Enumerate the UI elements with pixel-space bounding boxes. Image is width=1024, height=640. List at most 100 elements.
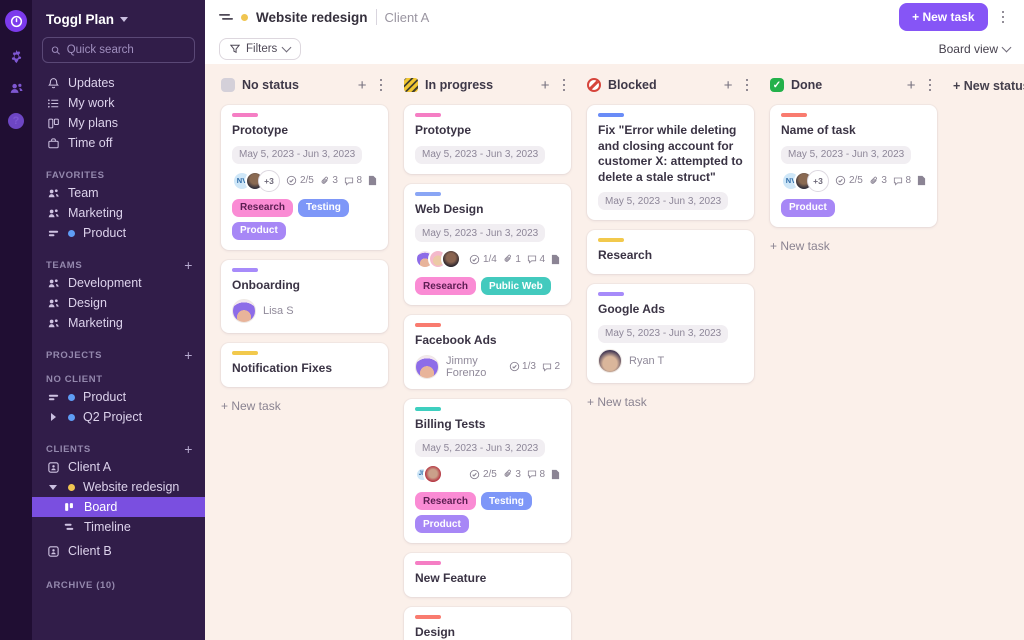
sidebar-item-label: Marketing [68,206,123,220]
add-card-button[interactable]: + [357,76,367,94]
column-menu-icon[interactable] [740,75,755,96]
sidebar-item-label: Client B [68,544,112,558]
sidebar-item-q2-project[interactable]: Q2 Project [32,407,205,427]
assignee-name: Ryan T [629,354,665,367]
task-card[interactable]: Web Design May 5, 2023 - Jun 3, 2023 1/4… [404,183,571,306]
chat-icon [893,177,903,186]
sidebar-item-website-redesign[interactable]: Website redesign [32,477,205,497]
add-project-button[interactable]: + [184,347,193,363]
task-meta: 2/5 3 8 [286,175,377,186]
add-card-button[interactable]: + [906,76,916,94]
members-icon[interactable] [9,81,24,96]
task-color-bar [415,191,441,196]
search-input[interactable] [66,44,186,56]
filters-button[interactable]: Filters [219,38,302,60]
task-card[interactable]: Name of task May 5, 2023 - Jun 3, 2023 N… [770,105,937,227]
new-task-button[interactable]: + New task [899,3,988,31]
tag: Testing [298,198,349,217]
chevron-right-icon [46,413,60,421]
avatar [441,249,461,270]
sidebar-item-product-fav[interactable]: Product [32,223,205,243]
add-card-button[interactable]: + [723,76,733,94]
column-name: Blocked [608,78,657,92]
sidebar-item-label: Design [68,296,107,310]
assignee-row: Ryan T [598,348,743,373]
sidebar-item-my-plans[interactable]: My plans [32,113,205,133]
sidebar-item-board[interactable]: Board [32,497,205,517]
new-task-link[interactable]: + New task [770,238,830,253]
paperclip-icon [504,254,511,262]
notes-meta [551,469,560,480]
board-icon [62,501,76,513]
new-status-button[interactable]: + New status [953,79,1024,93]
check-circle-icon [470,254,480,264]
task-card[interactable]: Research [587,230,754,274]
sidebar-item-client-b[interactable]: Client B [32,541,205,561]
help-icon[interactable]: ? [8,113,24,129]
sidebar-item-updates[interactable]: Updates [32,73,205,93]
board-lines-icon[interactable] [219,11,233,23]
column-header: Blocked + [587,74,754,96]
tag-list: Research Testing Product [415,492,560,534]
settings-gear-icon[interactable] [9,49,24,64]
add-client-button[interactable]: + [184,441,193,457]
sidebar-item-label: Development [68,276,142,290]
sidebar-item-label: Marketing [68,316,123,330]
task-color-bar [598,291,624,296]
project-title: Website redesign [256,9,368,25]
sidebar-item-team[interactable]: Team [32,183,205,203]
task-card[interactable]: Google Ads May 5, 2023 - Jun 3, 2023 Rya… [587,283,754,383]
bell-icon [46,77,60,90]
paperclip-icon [870,176,877,184]
task-title: Facebook Ads [415,333,497,348]
sidebar-item-label: My work [68,96,115,110]
task-title: Billing Tests [415,416,486,431]
task-card[interactable]: New Feature [404,553,571,597]
workspace-switcher[interactable]: Toggl Plan [32,8,205,29]
quick-search[interactable] [42,37,195,63]
task-card[interactable]: Facebook Ads Jimmy Forenzo 1/3 2 [404,315,571,389]
sidebar-item-development[interactable]: Development [32,273,205,293]
sidebar-item-timeline[interactable]: Timeline [32,517,205,537]
sidebar-item-design-team[interactable]: Design [32,293,205,313]
task-card[interactable]: Prototype May 5, 2023 - Jun 3, 2023 [404,105,571,174]
sidebar-item-product-project[interactable]: Product [32,387,205,407]
task-card[interactable]: Prototype May 5, 2023 - Jun 3, 2023 NV +… [221,105,388,250]
sidebar-item-marketing-team[interactable]: Marketing [32,313,205,333]
sidebar-item-marketing-fav[interactable]: Marketing [32,203,205,223]
section-archive[interactable]: ARCHIVE (10) [46,579,116,591]
sidebar-item-my-work[interactable]: My work [32,93,205,113]
kebab-menu-icon[interactable] [996,7,1011,28]
project-color-dot [68,483,75,491]
sidebar-item-time-off[interactable]: Time off [32,133,205,153]
task-card[interactable]: Design [404,606,571,640]
check-circle-icon [509,362,519,372]
task-color-bar [232,113,258,117]
column-menu-icon[interactable] [374,75,389,96]
add-card-button[interactable]: + [540,76,550,94]
task-card[interactable]: Billing Tests May 5, 2023 - Jun 3, 2023 … [404,398,571,544]
check-circle-icon [287,175,297,186]
task-card[interactable]: Onboarding Lisa S [221,259,388,334]
new-task-link[interactable]: + New task [221,398,281,413]
assignee-row: Jimmy Forenzo [415,354,509,379]
plans-icon [46,117,60,130]
column-menu-icon[interactable] [923,75,938,96]
task-color-bar [232,351,258,356]
column-menu-icon[interactable] [557,75,572,96]
task-card[interactable]: Fix "Error while deleting and closing ac… [587,105,754,221]
sidebar-item-client-a[interactable]: Client A [32,457,205,477]
document-icon [551,254,560,264]
new-task-link[interactable]: + New task [587,394,647,409]
toggl-logo-icon[interactable] [5,10,27,32]
task-card[interactable]: Notification Fixes [221,343,388,387]
list-icon [46,97,60,110]
sidebar-item-label: Timeline [84,520,131,534]
view-picker[interactable]: Board view [939,42,1012,56]
comments-meta: 8 [893,175,911,186]
client-card-icon [46,461,60,474]
tag: Research [232,198,294,217]
briefcase-icon [46,137,60,150]
add-team-button[interactable]: + [184,257,193,273]
checklist-meta: 1/4 [469,254,497,265]
